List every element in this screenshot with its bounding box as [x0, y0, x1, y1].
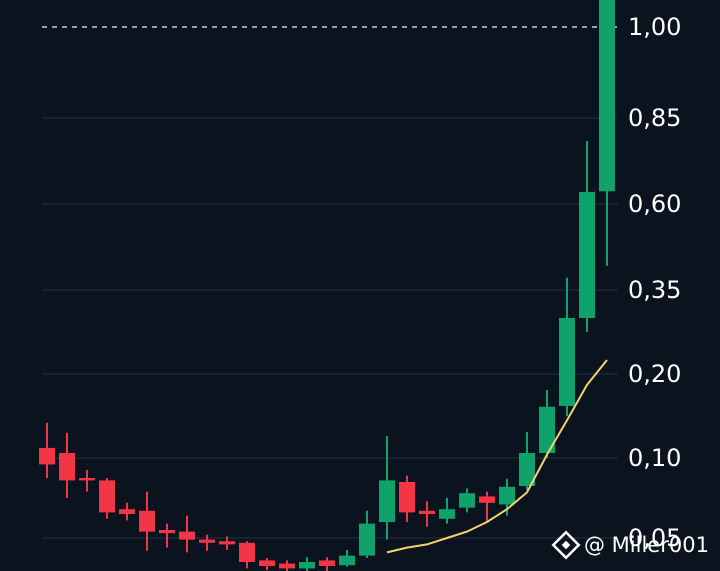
axis: 1,00 0,85 0,60 0,35 0,20 0,10 0,05: [628, 13, 681, 552]
candle-body: [39, 447, 55, 465]
candle-body: [579, 191, 595, 318]
candle-body: [419, 510, 435, 514]
candle-body: [439, 509, 455, 519]
y-tick-label: 0,05: [628, 524, 681, 552]
candle-body: [159, 530, 175, 534]
candle-body: [99, 480, 115, 513]
candle-body: [559, 318, 575, 406]
candle-body: [299, 562, 315, 569]
y-tick-label: 1,00: [628, 13, 681, 41]
candle-body: [319, 560, 335, 566]
candle-body: [459, 493, 475, 508]
y-tick-label: 0,20: [628, 360, 681, 388]
y-tick-label: 0,60: [628, 190, 681, 218]
candle-body: [359, 523, 375, 556]
candle-body: [199, 539, 215, 543]
candle-body: [239, 542, 255, 562]
candle-body: [259, 560, 275, 566]
candle-body: [519, 452, 535, 486]
trend-line: [386, 359, 608, 554]
y-tick-label: 0,35: [628, 276, 681, 304]
candle-body: [339, 555, 355, 566]
candle-body: [599, 0, 615, 192]
candle-body: [119, 509, 135, 514]
candle-body: [379, 480, 395, 522]
candle-body: [179, 531, 195, 540]
candle-body: [479, 496, 495, 503]
candle-body: [399, 482, 415, 513]
candle-body: [59, 452, 75, 481]
y-tick-label: 0,10: [628, 444, 681, 472]
watermark-text: @ Miller001: [584, 533, 709, 557]
candle-body: [499, 486, 515, 505]
candle-body: [79, 478, 95, 481]
candle-body: [279, 563, 295, 569]
candles: [39, 0, 615, 571]
candle-body: [139, 510, 155, 532]
watermark: @ Miller001: [551, 530, 709, 560]
candle-body: [219, 541, 235, 545]
candle-body: [539, 406, 555, 453]
grid: [42, 26, 618, 539]
y-tick-label: 0,85: [628, 104, 681, 132]
